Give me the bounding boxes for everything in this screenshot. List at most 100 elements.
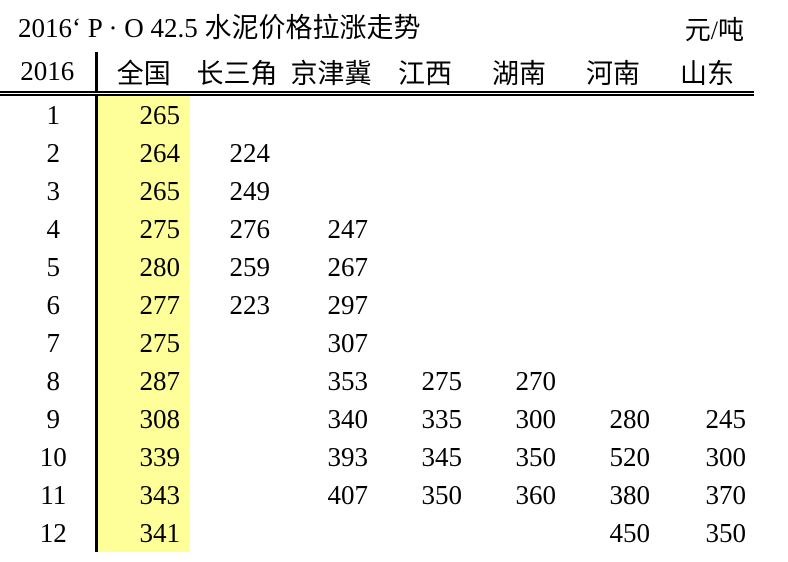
table-row: 1 265 <box>0 93 754 135</box>
cell-hunan: 270 <box>515 365 557 396</box>
cell-yangtze-delta <box>190 400 284 438</box>
cell-month: 4 <box>0 210 98 248</box>
cell-henan <box>566 172 660 210</box>
cell-henan: 280 <box>609 403 651 434</box>
cell-jingjinji: 247 <box>327 213 369 244</box>
price-table: 2016 全国 长三角 京津冀 江西 湖南 河南 山东 1 265 2 264 224… <box>0 52 754 552</box>
col-header-hunan: 湖南 <box>472 52 566 96</box>
table-row: 3 265 249 <box>0 172 754 210</box>
cell-shandong <box>660 324 754 362</box>
cell-yangtze-delta <box>190 514 284 552</box>
cell-shandong: 370 <box>705 479 747 510</box>
cell-jiangxi: 335 <box>421 403 463 434</box>
cell-national: 343 <box>96 476 190 514</box>
cell-national: 264 <box>96 134 190 172</box>
cell-month: 3 <box>0 172 98 210</box>
cell-national: 265 <box>96 93 190 134</box>
cell-month: 1 <box>0 93 98 134</box>
cell-hunan <box>472 210 566 248</box>
cell-hunan: 300 <box>515 403 557 434</box>
cell-jingjinji <box>284 94 378 135</box>
cell-henan: 520 <box>609 441 651 472</box>
cell-jiangxi <box>378 286 472 324</box>
cell-yangtze-delta <box>190 324 284 362</box>
cell-henan <box>566 286 660 324</box>
cell-shandong <box>660 94 754 135</box>
cell-month: 10 <box>0 438 98 476</box>
cell-national: 341 <box>96 514 190 552</box>
cell-jiangxi <box>378 172 472 210</box>
cell-month: 11 <box>0 476 98 514</box>
cell-national: 275 <box>96 324 190 362</box>
cell-jiangxi <box>378 134 472 172</box>
cell-jingjinji: 353 <box>327 365 369 396</box>
cell-hunan <box>472 248 566 286</box>
cell-henan <box>566 324 660 362</box>
cell-national: 339 <box>96 438 190 476</box>
cell-month: 5 <box>0 248 98 286</box>
cell-yangtze-delta <box>190 94 284 135</box>
cell-month: 6 <box>0 286 98 324</box>
col-header-jingjinji: 京津冀 <box>284 52 378 96</box>
cell-jingjinji <box>284 514 378 552</box>
table-row: 12 341 450 350 <box>0 514 754 552</box>
table-row: 2 264 224 <box>0 134 754 172</box>
cell-yangtze-delta <box>190 362 284 400</box>
cell-yangtze-delta: 259 <box>229 251 271 282</box>
table-row: 7 275 307 <box>0 324 754 362</box>
cell-jiangxi <box>378 248 472 286</box>
cell-yangtze-delta: 276 <box>229 213 271 244</box>
cell-national: 287 <box>96 362 190 400</box>
cell-henan <box>566 362 660 400</box>
cell-yangtze-delta: 223 <box>229 289 271 320</box>
cell-hunan <box>472 172 566 210</box>
cell-jingjinji: 307 <box>327 327 369 358</box>
cell-shandong: 245 <box>705 403 747 434</box>
col-header-yangtze-delta: 长三角 <box>190 52 284 96</box>
col-header-henan: 河南 <box>566 52 660 96</box>
cell-month: 2 <box>0 134 98 172</box>
cell-yangtze-delta <box>190 438 284 476</box>
cell-shandong: 350 <box>705 517 747 548</box>
cell-henan <box>566 210 660 248</box>
cell-jingjinji: 340 <box>327 403 369 434</box>
cell-national: 308 <box>96 400 190 438</box>
cell-henan <box>566 94 660 135</box>
cell-month: 7 <box>0 324 98 362</box>
cell-hunan <box>472 514 566 552</box>
cell-shandong <box>660 286 754 324</box>
cell-jingjinji: 297 <box>327 289 369 320</box>
col-header-jiangxi: 江西 <box>378 52 472 96</box>
table-row: 5 280 259 267 <box>0 248 754 286</box>
cell-hunan: 360 <box>515 479 557 510</box>
cell-shandong <box>660 172 754 210</box>
cell-jingjinji: 393 <box>327 441 369 472</box>
cell-henan <box>566 248 660 286</box>
table-row: 6 277 223 297 <box>0 286 754 324</box>
table-row: 8 287 353 275 270 <box>0 362 754 400</box>
cell-yangtze-delta: 224 <box>229 137 271 168</box>
cell-jiangxi <box>378 94 472 135</box>
cell-yangtze-delta <box>190 476 284 514</box>
cell-shandong <box>660 362 754 400</box>
cell-jingjinji <box>284 172 378 210</box>
cell-shandong <box>660 134 754 172</box>
cell-national: 265 <box>96 172 190 210</box>
cell-jingjinji <box>284 134 378 172</box>
cell-henan: 450 <box>609 517 651 548</box>
cell-hunan: 350 <box>515 441 557 472</box>
cell-jiangxi <box>378 514 472 552</box>
cell-month: 8 <box>0 362 98 400</box>
cell-jiangxi: 345 <box>421 441 463 472</box>
cell-national: 280 <box>96 248 190 286</box>
cell-henan <box>566 134 660 172</box>
cell-shandong <box>660 248 754 286</box>
page-title: 2016‘ P · O 42.5 水泥价格拉涨走势 <box>18 13 421 43</box>
cell-national: 277 <box>96 286 190 324</box>
unit-label: 元/吨 <box>684 16 744 45</box>
cell-jiangxi: 350 <box>421 479 463 510</box>
table-row: 4 275 276 247 <box>0 210 754 248</box>
table-header-row: 2016 全国 长三角 京津冀 江西 湖南 河南 山东 <box>0 52 754 96</box>
cell-jiangxi: 275 <box>421 365 463 396</box>
cell-jiangxi <box>378 324 472 362</box>
